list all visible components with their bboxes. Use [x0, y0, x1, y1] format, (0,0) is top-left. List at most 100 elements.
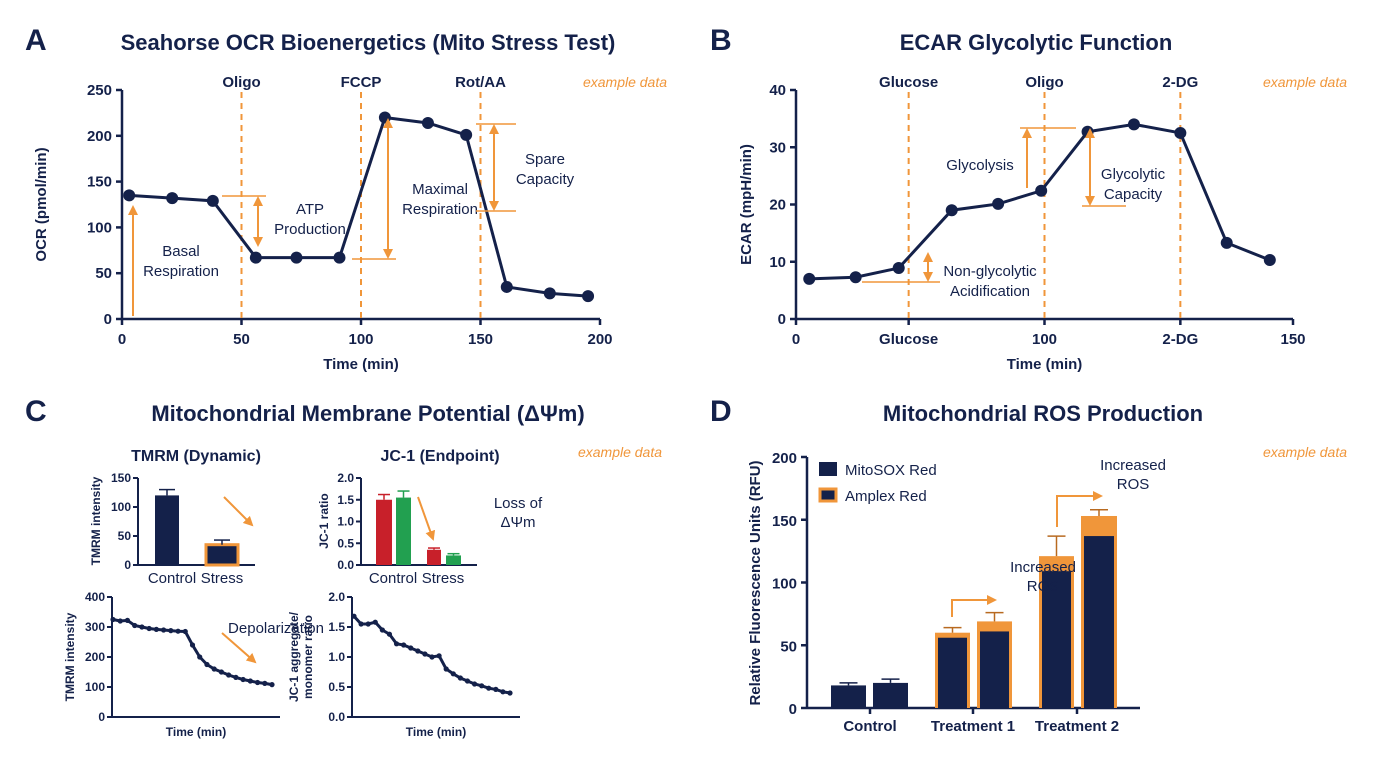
data-point — [1035, 184, 1048, 197]
y-tick-label: 0 — [124, 558, 131, 572]
y-tick-label: 1.5 — [337, 493, 354, 507]
trace-point — [182, 628, 188, 635]
y-tick-label: 200 — [87, 128, 112, 145]
trace-point — [168, 628, 174, 634]
y-axis-label: TMRM intensity — [89, 476, 103, 565]
annotation-nonglycolytic: Acidification — [950, 283, 1030, 300]
annotation-loss: ΔΨm — [500, 514, 535, 531]
trace-point — [372, 619, 378, 625]
y-tick-label: 200 — [85, 650, 105, 664]
data-point — [206, 194, 219, 207]
bar — [155, 495, 179, 565]
trace-point — [429, 654, 435, 660]
increase-arrow — [951, 595, 997, 617]
trace-point — [117, 618, 123, 624]
bar-green — [446, 555, 461, 565]
mitosox-bar — [1042, 571, 1071, 708]
panel-letter-d: D — [710, 395, 732, 428]
trace-point — [139, 624, 145, 630]
y-tick-label: 0 — [98, 710, 105, 724]
data-point — [290, 251, 303, 264]
bar-red — [376, 499, 392, 565]
trace-point — [211, 666, 217, 672]
decrease-arrow — [417, 496, 436, 541]
panel-letter-b: B — [710, 24, 732, 57]
data-point — [1127, 118, 1140, 131]
y-tick-label: 20 — [769, 197, 786, 214]
subchart-title: JC-1 (Endpoint) — [380, 448, 499, 465]
trace-point — [393, 641, 400, 647]
trace-point — [269, 682, 275, 688]
x-tick-label: Stress — [201, 570, 244, 587]
y-tick-label: 50 — [95, 265, 112, 282]
x-tick-label: 50 — [233, 331, 250, 348]
x-axis-label: Time (min) — [166, 725, 226, 739]
y-axis-label: TMRM intensity — [63, 612, 77, 701]
y-tick-label: 0.5 — [328, 680, 345, 694]
example-data-label: example data — [1263, 444, 1347, 460]
annotation-maximal: Respiration — [402, 201, 478, 218]
y-tick-label: 30 — [769, 139, 786, 156]
subchart-title: TMRM (Dynamic) — [131, 448, 261, 465]
x-axis-label: Time (min) — [406, 725, 466, 739]
y-tick-label: 150 — [87, 174, 112, 191]
legend-swatch-amplex — [818, 487, 838, 503]
annotation-maximal: Maximal — [412, 181, 468, 198]
data-point — [849, 271, 862, 284]
trace-point — [401, 642, 407, 648]
trace-point — [247, 678, 253, 684]
x-tick-label: Control — [843, 718, 896, 735]
data-point — [892, 262, 905, 275]
trace-point — [153, 626, 159, 633]
data-point — [803, 272, 816, 285]
y-tick-label: 40 — [769, 82, 786, 99]
trace-point — [486, 685, 492, 691]
chart-title-a: Seahorse OCR Bioenergetics (Mito Stress … — [121, 30, 616, 55]
data-point — [249, 251, 262, 264]
trace-point — [218, 669, 225, 675]
example-data-label: example data — [583, 74, 667, 90]
injection-label: FCCP — [341, 74, 382, 91]
y-tick-label: 200 — [772, 450, 797, 467]
x-tick-label: 150 — [1280, 331, 1305, 348]
chart-title-b: ECAR Glycolytic Function — [900, 30, 1173, 55]
trace-point — [175, 628, 181, 634]
trace-point — [507, 690, 513, 696]
y-tick-label: 10 — [769, 254, 786, 271]
x-tick-label: 100 — [348, 331, 373, 348]
y-tick-label: 0 — [778, 311, 786, 328]
increase-arrow — [1056, 491, 1103, 527]
annotation-glycolysis: Glycolysis — [946, 157, 1014, 174]
data-point — [500, 280, 513, 293]
trace-point — [479, 683, 485, 689]
data-point — [1081, 125, 1094, 138]
y-tick-label: 0.0 — [337, 558, 354, 572]
trace-point — [124, 617, 131, 624]
annotation-nonglycolytic: Non-glycolytic — [943, 263, 1037, 280]
data-point — [582, 290, 595, 303]
trace-point — [379, 627, 385, 633]
y-tick-label: 100 — [85, 680, 105, 694]
x-tick-label: Glucose — [879, 331, 938, 348]
y-tick-label: 100 — [111, 500, 131, 514]
data-point — [123, 189, 136, 202]
annotation-depolarization: Depolarization — [228, 620, 324, 637]
trace-point — [197, 654, 203, 660]
y-tick-label: 1.5 — [328, 620, 345, 634]
mitosox-bar — [873, 682, 908, 708]
y-tick-label: 1.0 — [337, 515, 354, 529]
annotation-increased-ros: Increased — [1100, 457, 1166, 474]
bar-red — [427, 549, 441, 565]
panel-a-chart: 0 50 100 150 200 250 0 50 100 150 200 Oligo FCCP Rot/… — [33, 74, 613, 373]
trace-point — [146, 625, 152, 632]
trace-point — [233, 674, 239, 681]
trace-point — [464, 678, 471, 684]
panel-d-chart: 0 50 100 150 200 Relative Fluorescence Units … — [747, 450, 1166, 735]
trace-point — [351, 613, 357, 619]
y-tick-label: 150 — [111, 471, 131, 485]
trace-point — [415, 648, 421, 654]
x-tick-label: Control — [148, 570, 196, 587]
x-tick-label: Treatment 1 — [931, 718, 1015, 735]
injection-label: 2-DG — [1162, 74, 1198, 91]
trace-point — [436, 653, 442, 659]
